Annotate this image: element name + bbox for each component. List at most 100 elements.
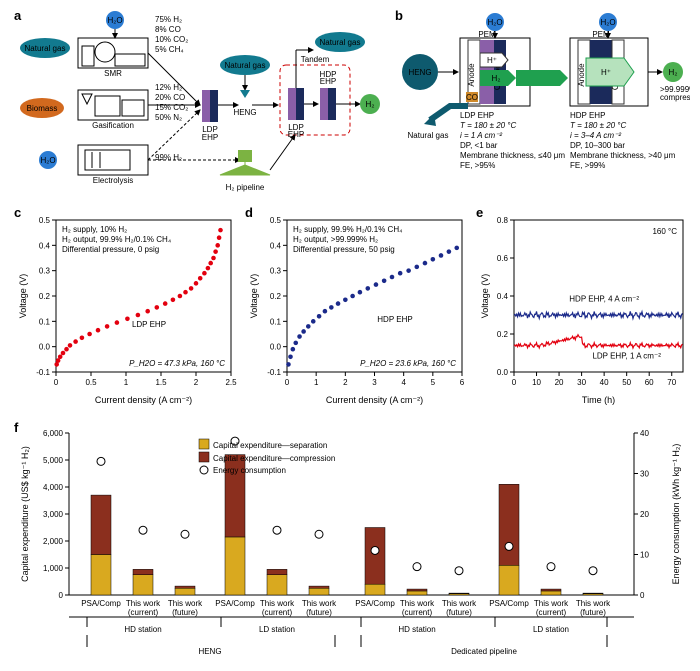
svg-text:FE, >95%: FE, >95% <box>460 161 495 170</box>
svg-text:5% CH₄: 5% CH₄ <box>155 45 184 54</box>
svg-text:0.5: 0.5 <box>39 216 51 225</box>
svg-text:15% CO₂: 15% CO₂ <box>155 103 188 112</box>
svg-text:8% CO: 8% CO <box>155 25 181 34</box>
svg-text:HENG: HENG <box>408 68 431 77</box>
svg-text:2: 2 <box>194 378 199 387</box>
svg-text:Capital expenditure—compressio: Capital expenditure—compression <box>213 454 335 463</box>
svg-text:0.5: 0.5 <box>270 216 282 225</box>
svg-text:1.5: 1.5 <box>155 378 167 387</box>
svg-text:0: 0 <box>285 378 290 387</box>
svg-text:40: 40 <box>600 378 609 387</box>
svg-text:HDP EHP: HDP EHP <box>570 111 605 120</box>
svg-text:Anode: Anode <box>577 63 586 87</box>
svg-text:H₂O: H₂O <box>600 18 615 27</box>
svg-text:P_H2O = 47.3 kPa, 160 °C: P_H2O = 47.3 kPa, 160 °C <box>129 359 225 368</box>
svg-text:10: 10 <box>640 551 649 560</box>
svg-text:Biomass: Biomass <box>27 104 58 113</box>
svg-text:i = 1 A cm⁻²: i = 1 A cm⁻² <box>460 131 502 140</box>
svg-text:PEM: PEM <box>592 30 610 39</box>
panel-e-chart: 0102030405060700.00.20.40.60.8Time (h)Vo… <box>476 212 691 407</box>
svg-text:3: 3 <box>372 378 377 387</box>
svg-text:(future): (future) <box>446 608 472 617</box>
svg-text:i = 3–4 A cm⁻²: i = 3–4 A cm⁻² <box>570 131 621 140</box>
svg-text:Voltage (V): Voltage (V) <box>249 274 259 319</box>
svg-text:H₂ pipeline: H₂ pipeline <box>226 183 265 192</box>
svg-text:(current): (current) <box>128 608 159 617</box>
svg-text:2,000: 2,000 <box>43 537 64 546</box>
svg-text:EHP: EHP <box>320 77 336 86</box>
svg-text:30: 30 <box>577 378 586 387</box>
svg-text:Natural gas: Natural gas <box>408 131 449 140</box>
svg-text:P_H2O = 23.6 kPa, 160 °C: P_H2O = 23.6 kPa, 160 °C <box>360 359 456 368</box>
svg-text:Natural gas: Natural gas <box>225 61 266 70</box>
svg-text:10: 10 <box>532 378 541 387</box>
svg-text:Electrolysis: Electrolysis <box>93 176 133 185</box>
svg-text:0.2: 0.2 <box>270 292 282 301</box>
svg-text:4,000: 4,000 <box>43 483 64 492</box>
svg-text:0.3: 0.3 <box>270 267 282 276</box>
svg-text:H₂: H₂ <box>492 74 501 83</box>
svg-text:This work: This work <box>576 599 611 608</box>
svg-text:H₂ supply, 10% H₂: H₂ supply, 10% H₂ <box>62 225 127 234</box>
svg-text:0.1: 0.1 <box>270 317 282 326</box>
svg-text:This work: This work <box>260 599 295 608</box>
svg-text:This work: This work <box>126 599 161 608</box>
svg-text:Current density (A cm⁻²): Current density (A cm⁻²) <box>95 395 192 405</box>
svg-text:Voltage (V): Voltage (V) <box>480 274 490 319</box>
svg-text:10% CO₂: 10% CO₂ <box>155 35 188 44</box>
svg-text:70: 70 <box>667 378 676 387</box>
svg-text:FE, >99%: FE, >99% <box>570 161 605 170</box>
svg-text:(future): (future) <box>172 608 198 617</box>
svg-text:LDP EHP: LDP EHP <box>132 320 166 329</box>
svg-text:PSA/Comp: PSA/Comp <box>489 599 529 608</box>
svg-text:This work: This work <box>400 599 435 608</box>
svg-text:HDP EHP: HDP EHP <box>377 315 412 324</box>
svg-text:4: 4 <box>401 378 406 387</box>
svg-text:-0.1: -0.1 <box>36 368 50 377</box>
svg-text:0.6: 0.6 <box>497 254 509 263</box>
svg-text:This work: This work <box>302 599 337 608</box>
svg-text:This work: This work <box>534 599 569 608</box>
svg-text:H₂O: H₂O <box>40 156 55 165</box>
svg-text:Differential pressure, 50 psig: Differential pressure, 50 psig <box>293 245 395 254</box>
svg-text:Tandem: Tandem <box>301 55 330 64</box>
svg-text:99% H₂: 99% H₂ <box>155 153 182 162</box>
svg-text:0.4: 0.4 <box>497 292 509 301</box>
svg-text:EHP: EHP <box>288 130 304 139</box>
svg-text:H₂O: H₂O <box>487 18 502 27</box>
svg-text:1: 1 <box>314 378 319 387</box>
svg-text:Energy consumption: Energy consumption <box>213 466 286 475</box>
svg-text:DP, <1 bar: DP, <1 bar <box>460 141 498 150</box>
svg-text:HD station: HD station <box>124 625 161 634</box>
svg-text:This work: This work <box>442 599 477 608</box>
svg-text:H₂O: H₂O <box>107 16 122 25</box>
svg-text:T = 180 ± 20 °C: T = 180 ± 20 °C <box>570 121 627 130</box>
panel-c-chart: 00.511.522.5-0.10.00.10.20.30.40.5Curren… <box>14 212 239 407</box>
svg-text:2: 2 <box>343 378 348 387</box>
svg-text:30: 30 <box>640 470 649 479</box>
svg-text:H⁺: H⁺ <box>601 68 611 77</box>
svg-text:50: 50 <box>622 378 631 387</box>
svg-text:SMR: SMR <box>104 69 122 78</box>
svg-text:Current density (A cm⁻²): Current density (A cm⁻²) <box>326 395 423 405</box>
svg-text:0: 0 <box>640 591 645 600</box>
svg-text:2.5: 2.5 <box>225 378 237 387</box>
panel-a-svg: Natural gas H₂O SMR Biomass Gasification… <box>20 10 390 195</box>
svg-text:CO: CO <box>466 93 478 102</box>
panel-f-chart: 01,0002,0003,0004,0005,0006,000010203040… <box>14 425 689 665</box>
svg-text:T = 180 ± 20 °C: T = 180 ± 20 °C <box>460 121 517 130</box>
svg-text:H₂ output, 99.9% H₂/0.1% CH₄: H₂ output, 99.9% H₂/0.1% CH₄ <box>62 235 171 244</box>
svg-text:Natural gas: Natural gas <box>25 44 66 53</box>
svg-text:0: 0 <box>54 378 59 387</box>
svg-text:(future): (future) <box>580 608 606 617</box>
panel-d-chart: 0123456-0.10.00.10.20.30.40.5Current den… <box>245 212 470 407</box>
panel-b: HENG Anode PEM Cathode H⁺ H₂ CO H₂O Natu… <box>400 10 690 195</box>
panel-b-svg: HENG Anode PEM Cathode H⁺ H₂ CO H₂O Natu… <box>400 10 690 195</box>
svg-text:60: 60 <box>645 378 654 387</box>
svg-text:H₂ supply, 99.9% H₂/0.1% CH₄: H₂ supply, 99.9% H₂/0.1% CH₄ <box>293 225 402 234</box>
svg-text:EHP: EHP <box>202 133 218 142</box>
svg-text:HD station: HD station <box>398 625 435 634</box>
svg-text:0: 0 <box>59 591 64 600</box>
svg-text:H₂ output, >99.999% H₂: H₂ output, >99.999% H₂ <box>293 235 378 244</box>
svg-text:HDP EHP, 4 A cm⁻²: HDP EHP, 4 A cm⁻² <box>569 295 639 304</box>
